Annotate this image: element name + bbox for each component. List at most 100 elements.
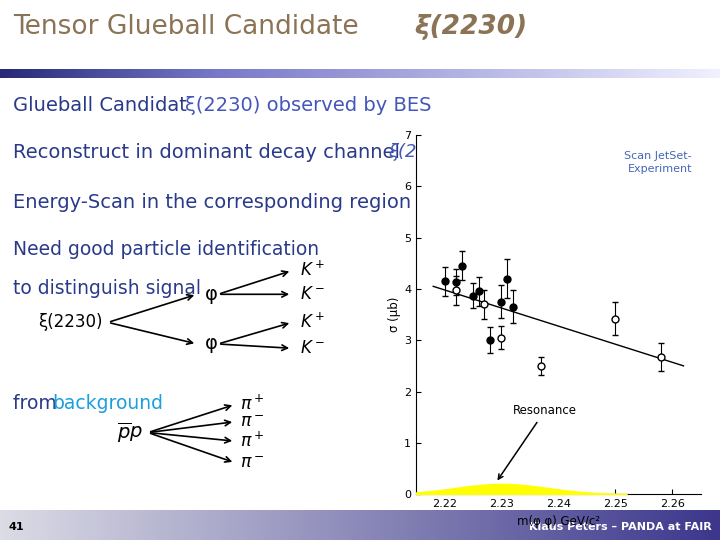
Bar bbox=[349, 510, 353, 540]
Bar bbox=[130, 510, 133, 540]
Text: $K^+$: $K^+$ bbox=[300, 261, 325, 280]
Text: $\pi^+$: $\pi^+$ bbox=[240, 431, 264, 451]
Text: Klaus Peters – PANDA at FAIR: Klaus Peters – PANDA at FAIR bbox=[528, 522, 711, 532]
Bar bbox=[418, 510, 421, 540]
Bar bbox=[97, 69, 101, 78]
Bar bbox=[0, 510, 4, 540]
Bar bbox=[263, 69, 266, 78]
Text: from: from bbox=[13, 394, 63, 413]
Bar bbox=[14, 69, 18, 78]
Bar bbox=[598, 510, 601, 540]
Bar bbox=[562, 69, 565, 78]
Bar bbox=[454, 510, 457, 540]
Bar bbox=[43, 69, 47, 78]
Bar bbox=[713, 69, 716, 78]
Bar bbox=[191, 510, 194, 540]
Bar bbox=[572, 69, 576, 78]
Bar bbox=[688, 69, 691, 78]
Bar bbox=[518, 510, 522, 540]
Bar bbox=[54, 510, 58, 540]
Bar bbox=[684, 69, 688, 78]
Bar bbox=[162, 69, 166, 78]
Bar bbox=[670, 510, 673, 540]
Bar bbox=[371, 510, 374, 540]
Text: background: background bbox=[52, 394, 163, 413]
X-axis label: m(φ φ) GeV/c²: m(φ φ) GeV/c² bbox=[517, 515, 600, 528]
Bar bbox=[158, 69, 162, 78]
Bar bbox=[580, 510, 583, 540]
Bar bbox=[385, 510, 389, 540]
Bar bbox=[335, 69, 338, 78]
Bar bbox=[101, 510, 104, 540]
Bar bbox=[83, 69, 86, 78]
Bar bbox=[281, 510, 284, 540]
Bar bbox=[436, 510, 439, 540]
Bar bbox=[212, 69, 216, 78]
Bar bbox=[317, 510, 320, 540]
Bar bbox=[691, 69, 695, 78]
Bar bbox=[716, 510, 720, 540]
Bar bbox=[76, 69, 79, 78]
Bar bbox=[184, 69, 187, 78]
Bar bbox=[270, 69, 274, 78]
Text: $K^-$: $K^-$ bbox=[300, 285, 325, 303]
Bar bbox=[662, 510, 666, 540]
Bar bbox=[594, 69, 598, 78]
Bar bbox=[169, 69, 173, 78]
Bar bbox=[515, 69, 518, 78]
Bar bbox=[346, 510, 349, 540]
Bar bbox=[108, 510, 112, 540]
Bar bbox=[436, 69, 439, 78]
Bar bbox=[486, 69, 490, 78]
Bar bbox=[58, 510, 61, 540]
Bar bbox=[407, 510, 410, 540]
Bar bbox=[540, 510, 544, 540]
Bar bbox=[295, 510, 299, 540]
Text: ξ(2230): ξ(2230) bbox=[38, 313, 103, 332]
Bar bbox=[378, 69, 382, 78]
Bar bbox=[551, 510, 554, 540]
Bar bbox=[425, 69, 428, 78]
Bar bbox=[716, 69, 720, 78]
Bar bbox=[515, 510, 518, 540]
Bar bbox=[151, 69, 155, 78]
Bar bbox=[65, 69, 68, 78]
Bar bbox=[626, 510, 630, 540]
Bar bbox=[450, 69, 454, 78]
Bar bbox=[353, 510, 356, 540]
Bar bbox=[252, 510, 256, 540]
Bar bbox=[144, 69, 148, 78]
Bar bbox=[364, 69, 367, 78]
Bar bbox=[187, 510, 191, 540]
Bar bbox=[173, 69, 176, 78]
Bar bbox=[310, 69, 313, 78]
Bar bbox=[461, 69, 464, 78]
Bar bbox=[421, 510, 425, 540]
Bar bbox=[598, 69, 601, 78]
Bar bbox=[580, 69, 583, 78]
Bar bbox=[227, 69, 230, 78]
Bar bbox=[29, 69, 32, 78]
Bar bbox=[695, 69, 698, 78]
Text: Reconstruct in dominant decay channel: Reconstruct in dominant decay channel bbox=[13, 143, 413, 162]
Bar bbox=[270, 510, 274, 540]
Bar bbox=[126, 510, 130, 540]
Bar bbox=[659, 510, 662, 540]
Bar bbox=[72, 510, 76, 540]
Bar bbox=[551, 69, 554, 78]
Bar bbox=[158, 510, 162, 540]
Bar bbox=[313, 69, 317, 78]
Bar bbox=[32, 69, 36, 78]
Bar bbox=[266, 510, 270, 540]
Bar bbox=[133, 510, 137, 540]
Bar bbox=[648, 69, 652, 78]
Bar bbox=[356, 69, 360, 78]
Bar bbox=[482, 69, 486, 78]
Bar bbox=[288, 69, 292, 78]
Bar bbox=[374, 510, 378, 540]
Bar bbox=[526, 69, 529, 78]
Bar bbox=[65, 510, 68, 540]
Bar bbox=[641, 69, 644, 78]
Bar bbox=[205, 510, 209, 540]
Bar bbox=[166, 69, 169, 78]
